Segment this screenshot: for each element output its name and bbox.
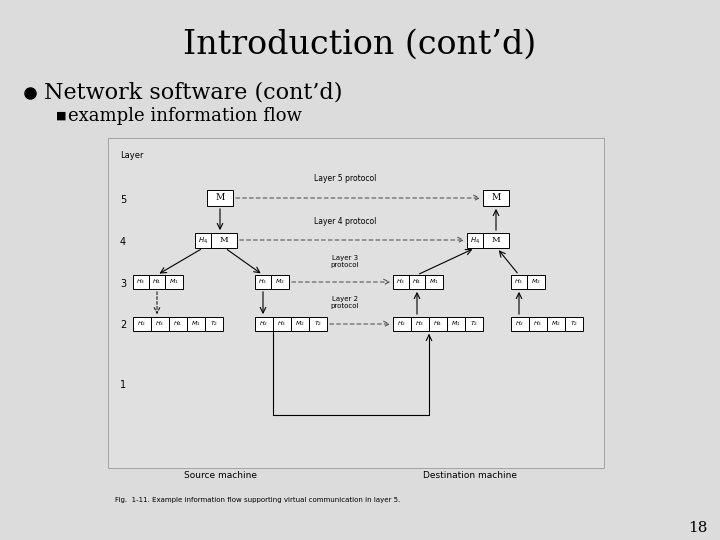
Text: ■: ■ [56, 111, 66, 121]
Text: M: M [220, 237, 228, 245]
Text: $M_2$: $M_2$ [295, 320, 305, 328]
Text: $H_3$: $H_3$ [137, 278, 145, 286]
Bar [108, 138, 604, 468]
Text: 4: 4 [120, 237, 126, 247]
Bar [547, 317, 565, 331]
Text: Source machine: Source machine [184, 471, 256, 481]
Bar [511, 275, 527, 289]
Text: $H_4$: $H_4$ [174, 320, 183, 328]
Bar [211, 233, 237, 248]
Text: $T_2$: $T_2$ [570, 320, 578, 328]
Bar [393, 275, 409, 289]
Text: $H_4$: $H_4$ [433, 320, 443, 328]
Text: $H_3$: $H_3$ [415, 320, 425, 328]
Bar [205, 317, 223, 331]
Text: 18: 18 [688, 521, 708, 535]
Bar [207, 190, 233, 206]
Text: $M_2$: $M_2$ [531, 278, 541, 286]
Bar [465, 317, 483, 331]
Bar [527, 275, 545, 289]
Text: $H_4$: $H_4$ [198, 235, 208, 246]
Text: $H_2$: $H_2$ [259, 320, 269, 328]
Bar [255, 275, 271, 289]
Text: Introduction (cont’d): Introduction (cont’d) [184, 29, 536, 61]
Text: 2: 2 [120, 320, 126, 330]
Bar [447, 317, 465, 331]
Text: Layer 5 protocol: Layer 5 protocol [314, 174, 376, 183]
Text: M: M [491, 193, 500, 202]
Bar [483, 190, 509, 206]
Text: $H_4$: $H_4$ [153, 278, 161, 286]
Text: $M_1$: $M_1$ [169, 278, 179, 286]
Text: M: M [492, 237, 500, 245]
Text: $H_3$: $H_3$ [534, 320, 543, 328]
Text: Layer 3
protocol: Layer 3 protocol [330, 255, 359, 268]
Text: Layer 4 protocol: Layer 4 protocol [314, 217, 376, 226]
Text: $M_1$: $M_1$ [451, 320, 461, 328]
Text: $T_2$: $T_2$ [314, 320, 322, 328]
Text: $M_1$: $M_1$ [429, 278, 439, 286]
Text: Network software (cont’d): Network software (cont’d) [44, 82, 343, 104]
Bar [165, 275, 183, 289]
Text: 5: 5 [120, 195, 126, 205]
Text: $H_3$: $H_3$ [156, 320, 165, 328]
Text: $H_3$: $H_3$ [397, 278, 405, 286]
Text: $T_2$: $T_2$ [470, 320, 478, 328]
Text: Fig.  1-11. Example information flow supporting virtual communication in layer 5: Fig. 1-11. Example information flow supp… [115, 497, 400, 503]
Bar [425, 275, 443, 289]
Text: $H_3$: $H_3$ [258, 278, 268, 286]
Text: M: M [215, 193, 225, 202]
Bar [133, 275, 149, 289]
Text: 3: 3 [120, 279, 126, 289]
Bar [187, 317, 205, 331]
Text: $M_1$: $M_1$ [191, 320, 201, 328]
Bar [291, 317, 309, 331]
Bar [409, 275, 425, 289]
Bar [169, 317, 187, 331]
Bar [309, 317, 327, 331]
Text: $M_2$: $M_2$ [275, 278, 285, 286]
Text: 1: 1 [120, 380, 126, 390]
Bar [273, 317, 291, 331]
Text: Layer: Layer [120, 151, 143, 159]
Bar [483, 233, 509, 248]
Text: $T_2$: $T_2$ [210, 320, 218, 328]
Text: $H_4$: $H_4$ [470, 235, 480, 246]
Text: $H_3$: $H_3$ [515, 278, 523, 286]
Bar [467, 233, 483, 248]
Text: $H_3$: $H_3$ [277, 320, 287, 328]
Text: $H_4$: $H_4$ [413, 278, 422, 286]
Text: $M_2$: $M_2$ [551, 320, 561, 328]
Bar [565, 317, 583, 331]
Text: $H_2$: $H_2$ [516, 320, 525, 328]
Text: Destination machine: Destination machine [423, 471, 517, 481]
Bar [529, 317, 547, 331]
Text: $H_2$: $H_2$ [138, 320, 147, 328]
Bar [411, 317, 429, 331]
Bar [195, 233, 211, 248]
Bar [511, 317, 529, 331]
Bar [149, 275, 165, 289]
Text: Layer 2
protocol: Layer 2 protocol [330, 296, 359, 309]
Bar [255, 317, 273, 331]
Bar [429, 317, 447, 331]
Bar [133, 317, 151, 331]
Text: $H_2$: $H_2$ [397, 320, 407, 328]
Bar [151, 317, 169, 331]
Bar [271, 275, 289, 289]
Bar [393, 317, 411, 331]
Text: example information flow: example information flow [68, 107, 302, 125]
